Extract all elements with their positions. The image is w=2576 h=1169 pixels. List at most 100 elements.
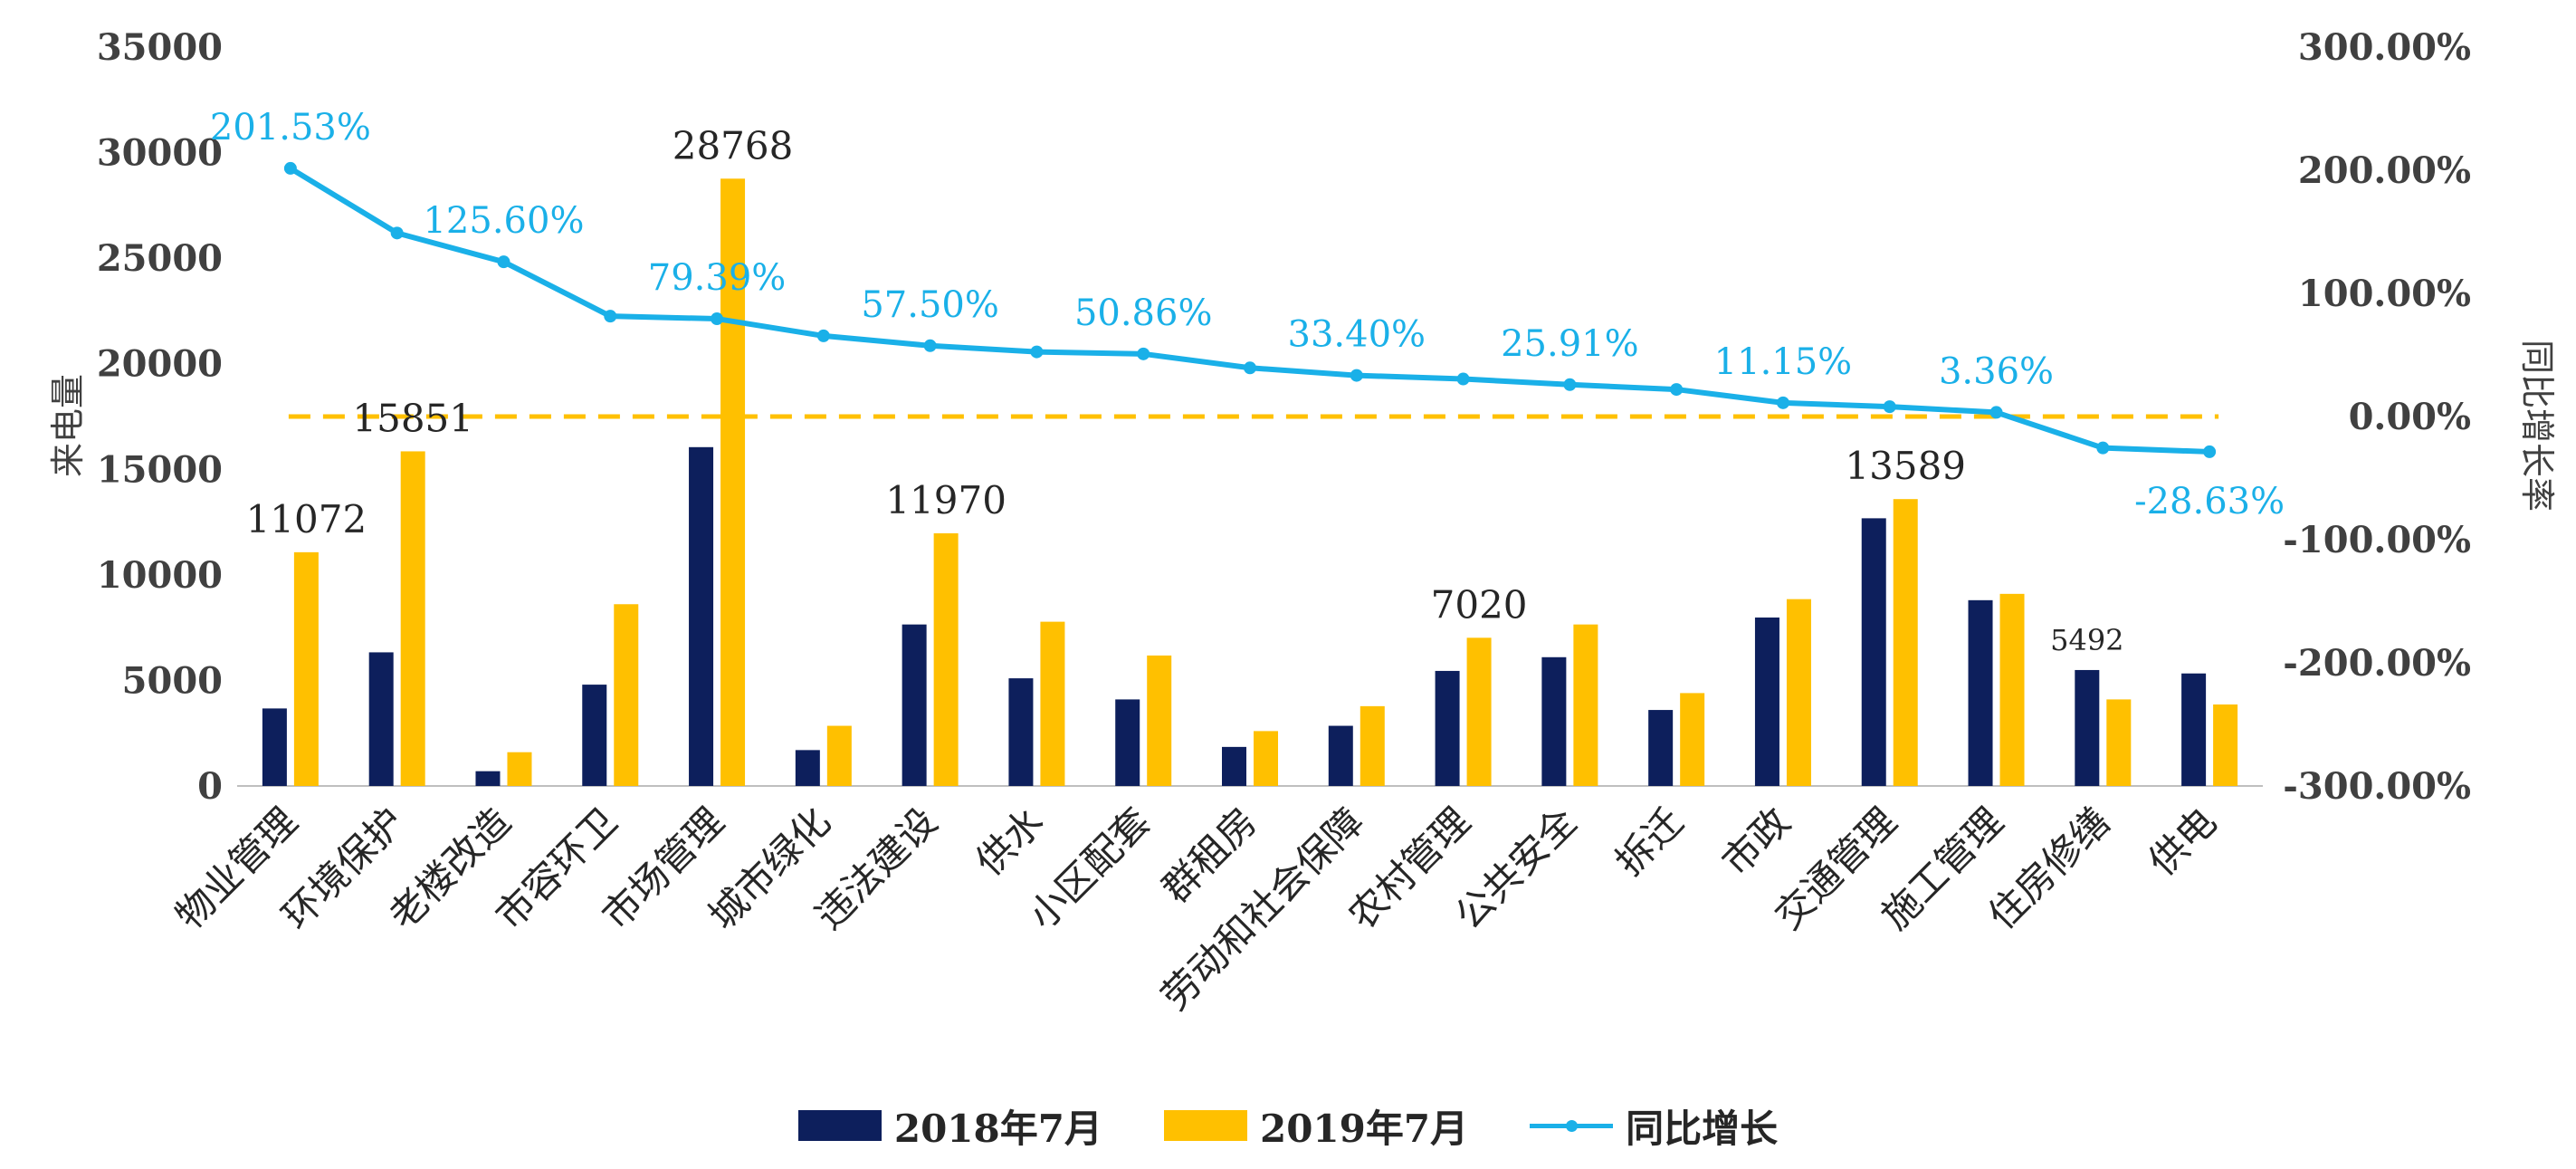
- growth-data-label: 11.15%: [1714, 341, 1853, 383]
- growth-point: [816, 329, 830, 342]
- y2-tick-label: 300.00%: [2298, 26, 2471, 69]
- y-tick-label: 35000: [97, 26, 223, 69]
- bar-2019: [1999, 593, 2025, 786]
- bar-2019: [1040, 621, 1065, 786]
- bar-2018: [2181, 673, 2207, 786]
- y2-tick-label: -200.00%: [2283, 642, 2471, 685]
- y2-tick-label: -100.00%: [2283, 519, 2471, 561]
- growth-point: [1244, 361, 1256, 375]
- bar-data-label: 7020: [1431, 582, 1528, 627]
- bar-2019: [1466, 637, 1492, 786]
- bar-2018: [1541, 656, 1567, 786]
- y-tick-label: 0: [197, 765, 223, 808]
- growth-point: [1776, 396, 1789, 409]
- bar-2018: [1754, 617, 1779, 786]
- growth-point: [1563, 378, 1577, 391]
- bar-2019: [293, 551, 319, 786]
- bar-2019: [2213, 704, 2238, 786]
- y2-tick-label: 0.00%: [2349, 396, 2471, 438]
- bar-2019: [2106, 699, 2132, 786]
- bar-2018: [1115, 699, 1140, 786]
- legend-item-2018: 2018年7月: [797, 1098, 1102, 1154]
- bar-2018: [368, 652, 394, 786]
- legend-swatch-2019: [1163, 1110, 1247, 1141]
- growth-point: [1670, 383, 1684, 397]
- growth-point: [711, 312, 724, 326]
- growth-point: [2096, 441, 2110, 455]
- growth-point: [497, 255, 510, 269]
- y-axis-title: 来电量: [48, 374, 88, 477]
- bar-2018: [1968, 599, 1993, 786]
- growth-point: [1883, 400, 1896, 414]
- bar-2018: [475, 771, 501, 786]
- growth-data-label: 57.50%: [861, 284, 999, 326]
- bar-2019: [1254, 731, 1278, 786]
- x-tick-label: 拆迁: [1607, 799, 1692, 884]
- axes: 0 5000 10000 15000 20000 25000 30000 35000 -300.…: [97, 26, 2471, 1019]
- y2-axis-title: 同比增长率: [2517, 340, 2557, 512]
- bar-2018: [582, 685, 607, 786]
- labels: 11072 15851 28768 11970 7020 13589 5492 201.53%…: [210, 107, 2285, 657]
- bar-data-label: 11970: [885, 478, 1007, 522]
- growth-point: [604, 310, 617, 323]
- bar-2019: [1893, 499, 1918, 786]
- growth-point: [1456, 372, 1470, 386]
- legend-item-2019: 2019年7月: [1163, 1098, 1469, 1154]
- y-tick-label: 25000: [97, 237, 223, 280]
- bar-2018: [689, 446, 714, 786]
- bar-2019: [1573, 624, 1598, 786]
- bar-data-label: 11072: [246, 497, 367, 541]
- growth-point: [1030, 345, 1044, 359]
- bar-2018: [1008, 678, 1034, 786]
- y-tick-label: 10000: [97, 554, 223, 597]
- bar-2019: [614, 604, 639, 786]
- growth-point: [1350, 369, 1363, 382]
- bar-data-label: 5492: [2050, 623, 2123, 657]
- bar-2019: [400, 451, 425, 786]
- growth-data-label: -28.63%: [2134, 481, 2285, 522]
- bar-2018: [1328, 725, 1353, 786]
- growth-point: [2203, 445, 2217, 458]
- bar-2018: [1861, 518, 1886, 786]
- bar-data-label: 15851: [352, 396, 473, 440]
- growth-data-label: 79.39%: [648, 257, 787, 299]
- x-tick-label: 供水: [967, 799, 1052, 884]
- legend-item-growth: 同比增长: [1530, 1098, 1778, 1154]
- x-tick-label: 供电: [2140, 799, 2225, 884]
- x-tick-label: 市政: [1713, 799, 1798, 884]
- growth-data-label: 50.86%: [1074, 292, 1213, 334]
- legend-label-2018: 2018年7月: [893, 1106, 1102, 1151]
- y2-tick-label: -300.00%: [2283, 765, 2471, 808]
- bar-2018: [1222, 746, 1246, 786]
- bar-2019: [933, 532, 959, 786]
- bar-2018: [2075, 669, 2100, 786]
- legend-swatch-growth: [1530, 1110, 1614, 1141]
- legend: 2018年7月 2019年7月 同比增长: [0, 1094, 2576, 1157]
- y-tick-label: 15000: [97, 448, 223, 491]
- legend-swatch-2018: [797, 1110, 882, 1141]
- growth-data-label: 25.91%: [1501, 323, 1639, 365]
- y2-tick-label: 100.00%: [2298, 273, 2471, 315]
- growth-point: [283, 161, 297, 175]
- legend-label-growth: 同比增长: [1626, 1106, 1779, 1151]
- bar-2018: [262, 708, 287, 786]
- bar-2019: [1680, 693, 1705, 786]
- y2-tick-label: 200.00%: [2298, 149, 2471, 192]
- bar-data-label: 13589: [1845, 444, 1966, 488]
- growth-line: [283, 161, 2217, 458]
- bar-2019: [507, 752, 532, 786]
- growth-point: [390, 226, 404, 240]
- bar-2018: [1648, 710, 1674, 786]
- bar-2018: [795, 750, 820, 786]
- bar-2018: [1435, 670, 1460, 786]
- growth-data-label: 201.53%: [210, 107, 371, 149]
- y-tick-label: 5000: [122, 659, 223, 702]
- bar-2019: [1147, 655, 1172, 786]
- bar-2019: [720, 178, 746, 787]
- y-tick-label: 20000: [97, 343, 223, 386]
- growth-point: [1989, 406, 2003, 419]
- legend-label-2019: 2019年7月: [1259, 1106, 1469, 1151]
- growth-data-label: 125.60%: [423, 200, 584, 242]
- bar-2018: [902, 624, 927, 786]
